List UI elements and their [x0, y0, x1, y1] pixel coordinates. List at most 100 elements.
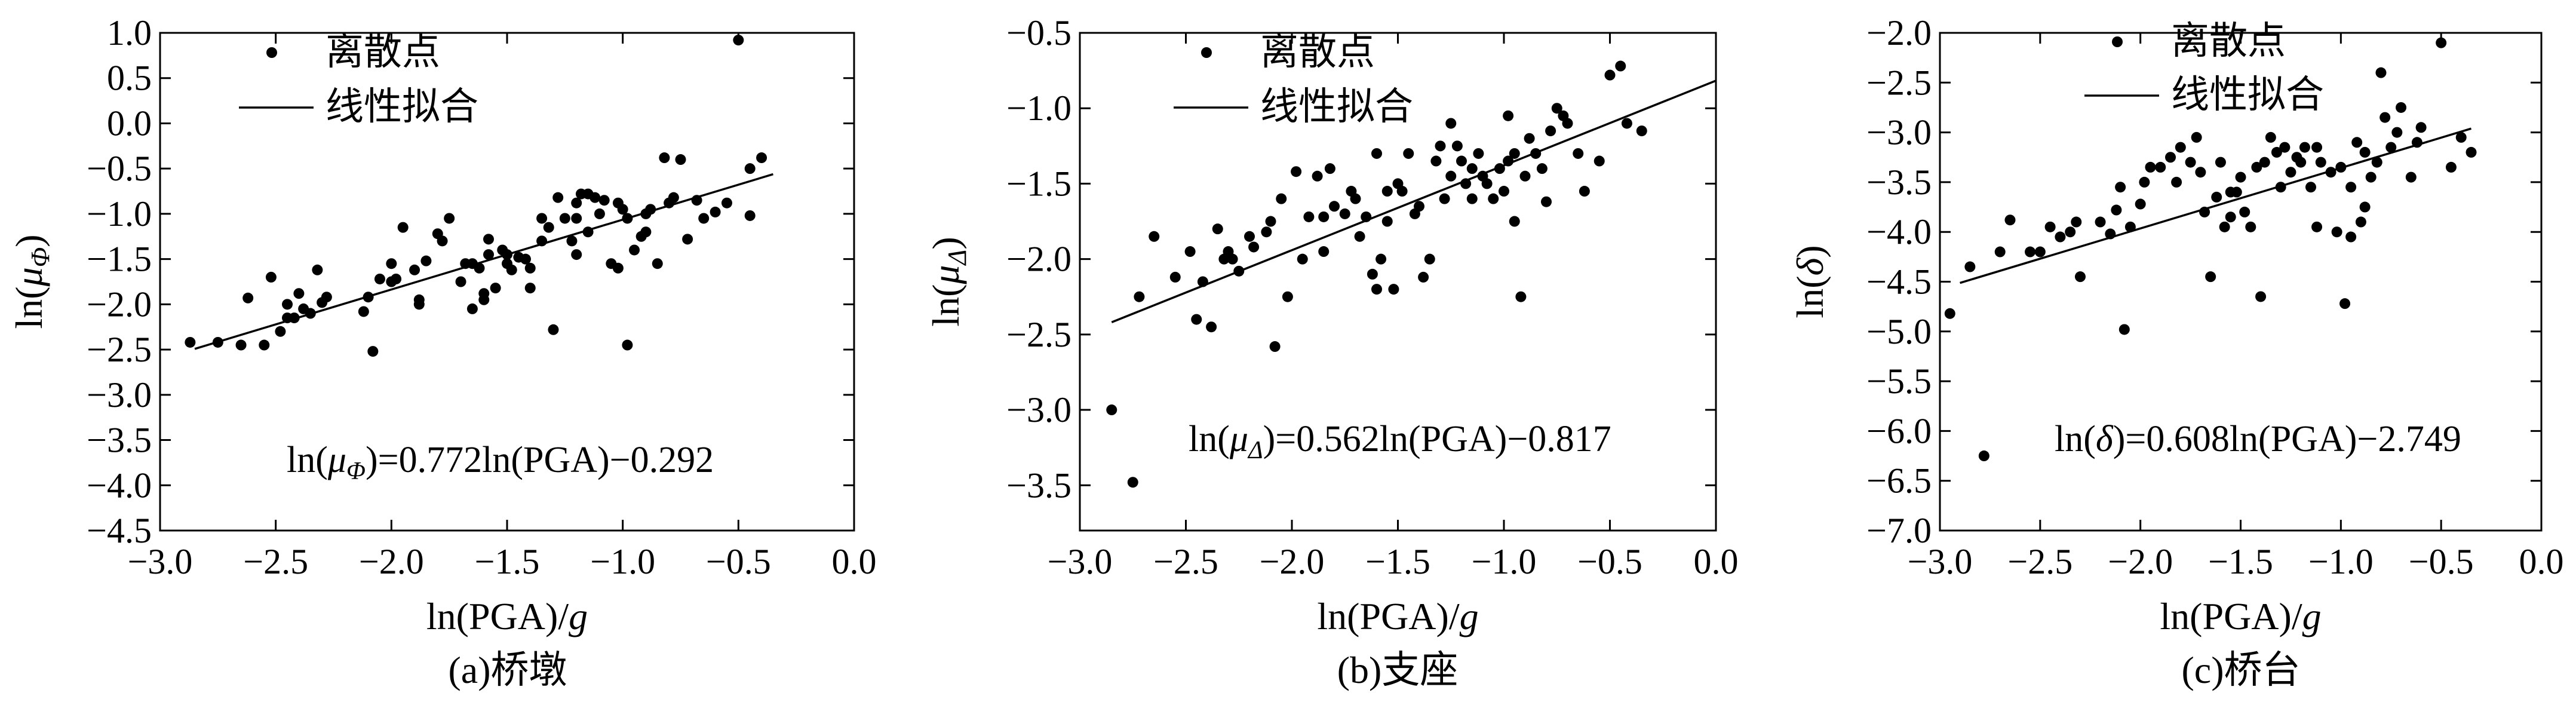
- x-tick-label: −2.0: [2108, 542, 2173, 581]
- scatter-point: [455, 276, 466, 287]
- scatter-point: [2095, 216, 2106, 228]
- x-tick-label: −2.0: [1260, 542, 1325, 581]
- scatter-point: [1604, 69, 1616, 81]
- legend-marker-scatter: [2112, 36, 2123, 47]
- scatter-point: [2025, 246, 2036, 257]
- scatter-point: [2265, 131, 2276, 143]
- scatter-point: [617, 204, 628, 215]
- scatter-point: [744, 210, 756, 221]
- scatter-point: [1367, 268, 1378, 280]
- x-tick-label: −1.5: [1365, 542, 1430, 581]
- scatter-point: [1994, 246, 2006, 257]
- scatter-point: [2245, 221, 2256, 232]
- scatter-point: [506, 264, 517, 275]
- scatter-point: [2311, 142, 2323, 153]
- scatter-point: [536, 213, 548, 224]
- y-tick-label: −4.5: [87, 511, 152, 550]
- scatter-point: [1541, 196, 1552, 207]
- x-tick-label: 0.0: [1694, 542, 1739, 581]
- scatter-point: [1424, 253, 1435, 265]
- scatter-point: [1149, 231, 1160, 242]
- scatter-point: [1636, 125, 1647, 137]
- legend-marker-scatter: [1201, 47, 1212, 58]
- scatter-point: [1184, 246, 1196, 257]
- scatter-point: [2215, 157, 2226, 168]
- scatter-point: [242, 292, 254, 304]
- scatter-point: [2055, 231, 2066, 243]
- x-tick-label: −1.0: [2308, 542, 2374, 581]
- scatter-point: [1414, 201, 1424, 212]
- scatter-point: [612, 262, 624, 274]
- scatter-point: [1503, 110, 1514, 121]
- scatter-point: [2279, 142, 2291, 153]
- scatter-point: [1466, 163, 1478, 174]
- scatter-point: [1191, 314, 1202, 325]
- scatter-point: [2305, 182, 2316, 193]
- scatter-point: [1244, 231, 1255, 242]
- scatter-point: [1388, 284, 1399, 295]
- y-tick-label: −0.5: [1006, 13, 1071, 53]
- scatter-point: [1430, 155, 1442, 167]
- x-axis-label: ln(PGA)/g: [1317, 595, 1478, 637]
- scatter-point: [1354, 231, 1365, 242]
- x-tick-label: −1.5: [475, 542, 540, 581]
- scatter-point: [474, 262, 485, 274]
- scatter-point: [1481, 178, 1493, 189]
- scatter-point: [2285, 167, 2296, 178]
- scatter-point: [1375, 253, 1387, 265]
- scatter-point: [2299, 142, 2310, 153]
- scatter-point: [675, 154, 686, 165]
- scatter-point: [640, 226, 652, 238]
- y-tick-label: −3.0: [1006, 390, 1071, 430]
- scatter-point: [466, 303, 478, 314]
- scatter-point: [520, 253, 531, 265]
- scatter-point: [1978, 450, 1989, 462]
- y-axis-label: ln(μΔ): [925, 237, 972, 326]
- x-tick-label: −0.5: [2409, 542, 2474, 581]
- scatter-point: [629, 244, 640, 256]
- scatter-point: [2311, 221, 2323, 232]
- fit-line: [1960, 127, 2472, 284]
- y-tick-label: −3.0: [1866, 113, 1932, 152]
- scatter-point: [2191, 131, 2202, 143]
- scatter-point: [1594, 155, 1605, 167]
- scatter-point: [483, 234, 495, 245]
- scatter-point: [2004, 214, 2016, 226]
- legend-label-scatter: 离散点: [1260, 30, 1375, 73]
- scatter-point: [2371, 157, 2382, 168]
- scatter-point: [1106, 404, 1117, 416]
- scatter-point: [1206, 321, 1217, 333]
- scatter-point: [1371, 148, 1382, 159]
- scatter-point: [2455, 131, 2467, 143]
- scatter-point: [733, 35, 744, 46]
- fit-equation: ln(μΔ)=0.562ln(PGA)−0.817: [1189, 419, 1611, 464]
- scatter-point: [2219, 221, 2230, 232]
- scatter-point: [391, 273, 402, 284]
- scatter-point: [2391, 127, 2403, 138]
- scatter-point: [1127, 477, 1138, 488]
- scatter-point: [1964, 261, 1976, 272]
- scatter-point: [321, 292, 332, 303]
- scatter-point: [1451, 140, 1463, 152]
- x-tick-label: −2.5: [2007, 542, 2073, 581]
- scatter-point: [483, 249, 495, 260]
- scatter-point: [2235, 171, 2246, 183]
- scatter-point: [1350, 193, 1361, 204]
- scatter-point: [1318, 246, 1330, 257]
- scatter-point: [2034, 246, 2046, 257]
- y-tick-label: −7.0: [1866, 511, 1932, 550]
- x-tick-label: −2.0: [359, 542, 424, 581]
- scatter-point: [1297, 253, 1308, 265]
- scatter-point: [275, 326, 286, 337]
- y-axis-label: ln(μΦ): [8, 234, 55, 329]
- x-tick-label: −1.0: [1472, 542, 1537, 581]
- x-tick-label: −0.5: [1577, 542, 1642, 581]
- y-tick-label: −0.5: [87, 149, 152, 188]
- scatter-point: [598, 195, 610, 206]
- y-tick-label: −6.5: [1866, 461, 1932, 501]
- scatter-point: [312, 264, 323, 275]
- scatter-point: [1573, 148, 1584, 159]
- scatter-point: [566, 235, 578, 247]
- scatter-point: [744, 163, 756, 174]
